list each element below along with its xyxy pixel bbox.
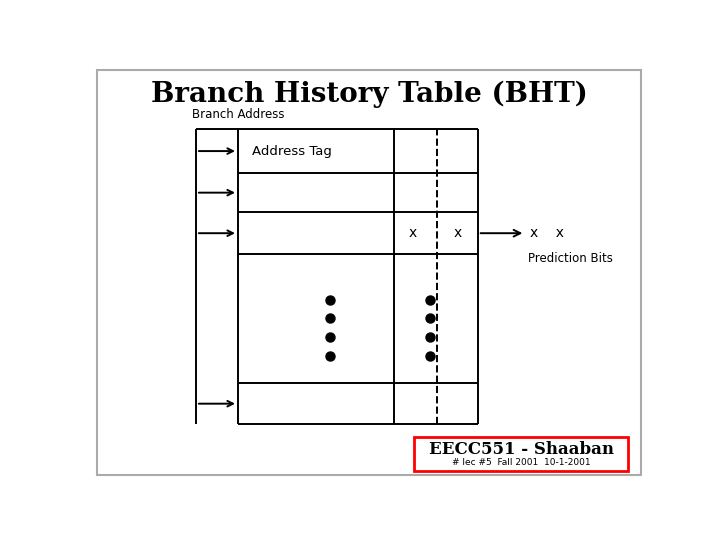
Text: Branch History Table (BHT): Branch History Table (BHT) — [150, 80, 588, 107]
Text: x    x: x x — [530, 226, 564, 240]
Text: # lec #5  Fall 2001  10-1-2001: # lec #5 Fall 2001 10-1-2001 — [451, 458, 590, 467]
FancyBboxPatch shape — [97, 70, 641, 475]
Text: x: x — [409, 226, 417, 240]
Text: Prediction Bits: Prediction Bits — [528, 252, 613, 265]
Text: x: x — [454, 226, 462, 240]
Text: Branch Address: Branch Address — [192, 108, 284, 121]
Text: Address Tag: Address Tag — [252, 145, 332, 158]
FancyBboxPatch shape — [413, 437, 629, 471]
Text: EECC551 - Shaaban: EECC551 - Shaaban — [428, 441, 613, 458]
